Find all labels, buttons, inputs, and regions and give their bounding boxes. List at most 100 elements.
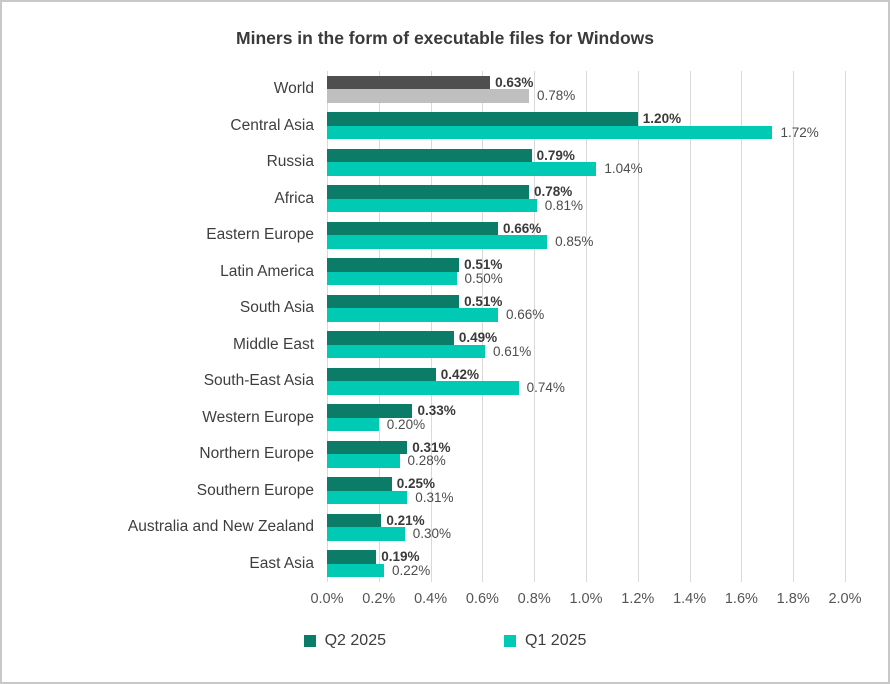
row-bars: 0.78% 0.81% <box>327 181 845 218</box>
value-label-q1-2025: 1.04% <box>604 161 643 176</box>
legend-label-q2: Q2 2025 <box>324 632 386 649</box>
chart-row: South Asia 0.51% 0.66% <box>2 290 888 327</box>
bar-q2-2025 <box>327 367 436 381</box>
chart-row: East Asia 0.19% 0.22% <box>2 546 888 583</box>
chart-row: Russia 0.79% 1.04% <box>2 144 888 181</box>
x-axis-tick-label: 0.0% <box>310 591 344 607</box>
category-label: South-East Asia <box>203 372 314 390</box>
value-label-q2-2025: 0.31% <box>412 439 451 455</box>
x-axis-tick-label: 0.8% <box>517 591 551 607</box>
category-label: Australia and New Zealand <box>127 518 314 536</box>
chart-row: World 0.63% 0.78% <box>2 71 888 108</box>
bar-q2-2025 <box>327 294 460 308</box>
bar-q1-2025 <box>327 344 485 358</box>
bar-chart: World 0.63% 0.78% Central Asia 1.20% 1.72% Rus… <box>2 71 888 582</box>
gridline <box>482 71 484 582</box>
bar-q1-2025 <box>327 235 548 249</box>
category-label: Central Asia <box>230 116 314 134</box>
gridline <box>430 71 432 582</box>
chart-row: Western Europe 0.33% 0.20% <box>2 400 888 437</box>
category-label: Northern Europe <box>199 445 314 463</box>
value-label-q2-2025: 0.78% <box>534 184 573 199</box>
category-label: Africa <box>274 189 314 207</box>
category-label: Eastern Europe <box>206 226 314 244</box>
legend-item-q1-2025: Q1 2025 <box>504 632 586 650</box>
row-bars: 0.33% 0.20% <box>327 400 845 437</box>
bar-q2-2025 <box>327 550 377 564</box>
legend-swatch-q1-icon <box>504 635 516 647</box>
bar-q2-2025 <box>327 185 530 199</box>
x-axis-tick-label: 1.6% <box>724 591 758 607</box>
x-axis-tick-label: 1.0% <box>569 591 603 607</box>
bar-q1-2025 <box>327 381 519 395</box>
row-bars: 0.51% 0.66% <box>327 290 845 327</box>
value-label-q2-2025: 0.66% <box>502 220 542 236</box>
value-label-q2-2025: 0.21% <box>386 512 425 528</box>
gridline <box>378 71 380 582</box>
chart-row: Middle East 0.49% 0.61% <box>2 327 888 364</box>
value-label-q1-2025: 0.61% <box>492 343 532 359</box>
bar-q2-2025 <box>327 440 408 454</box>
category-label: Southern Europe <box>196 481 314 499</box>
gridline <box>586 71 587 582</box>
chart-row: Central Asia 1.20% 1.72% <box>2 108 888 145</box>
row-bars: 0.31% 0.28% <box>327 436 845 473</box>
value-label-q2-2025: 0.51% <box>464 293 503 309</box>
chart-rows: World 0.63% 0.78% Central Asia 1.20% 1.72% Rus… <box>2 71 888 582</box>
value-label-q1-2025: 0.50% <box>464 270 503 286</box>
value-label-q2-2025: 0.25% <box>396 476 436 491</box>
chart-row: Africa 0.78% 0.81% <box>2 181 888 218</box>
bar-q2-2025 <box>327 331 454 345</box>
chart-row: Southern Europe 0.25% 0.31% <box>2 473 888 510</box>
chart-title: Miners in the form of executable files f… <box>236 28 654 48</box>
x-axis-tick-label: 1.8% <box>776 591 810 607</box>
bar-q1-2025 <box>327 490 408 504</box>
value-label-q1-2025: 0.85% <box>555 234 594 249</box>
value-label-q1-2025: 0.22% <box>391 562 431 578</box>
value-label-q1-2025: 0.30% <box>412 526 451 541</box>
value-label-q1-2025: 0.66% <box>505 307 545 322</box>
gridline <box>637 71 639 582</box>
gridline <box>327 71 328 582</box>
bar-q2-2025 <box>327 477 392 491</box>
bar-q1-2025 <box>327 563 384 577</box>
chart-row: Australia and New Zealand 0.21% 0.30% <box>2 509 888 546</box>
category-label: East Asia <box>249 554 314 572</box>
bar-q1-2025 <box>327 527 405 541</box>
bar-q1-2025 <box>327 417 379 431</box>
category-label: South Asia <box>239 299 314 317</box>
value-label-q2-2025: 0.19% <box>381 549 420 564</box>
bar-q2-2025 <box>327 112 638 126</box>
value-label-q2-2025: 0.33% <box>417 403 456 418</box>
gridline <box>741 71 743 582</box>
value-label-q1-2025: 0.31% <box>415 489 454 505</box>
value-label-q2-2025: 0.42% <box>440 366 480 382</box>
value-label-q2-2025: 1.20% <box>642 111 682 126</box>
row-bars: 1.20% 1.72% <box>327 108 845 145</box>
bar-q1-2025 <box>327 271 457 285</box>
row-bars: 0.63% 0.78% <box>327 71 845 108</box>
x-axis-tick-label: 0.4% <box>414 591 448 607</box>
value-label-q2-2025: 0.79% <box>536 147 575 163</box>
bar-q1-2025 <box>327 89 530 103</box>
chart-row: Northern Europe 0.31% 0.28% <box>2 436 888 473</box>
bar-q1-2025 <box>327 162 597 176</box>
gridline <box>534 71 536 582</box>
row-bars: 0.19% 0.22% <box>327 546 845 583</box>
gridline <box>689 71 691 582</box>
x-axis-tick-label: 1.4% <box>673 591 707 607</box>
row-bars: 0.49% 0.61% <box>327 327 845 364</box>
bar-q2-2025 <box>327 75 491 89</box>
chart-row: Latin America 0.51% 0.50% <box>2 254 888 291</box>
bar-q1-2025 <box>327 198 537 212</box>
legend-label-q1: Q1 2025 <box>525 632 587 649</box>
row-bars: 0.66% 0.85% <box>327 217 845 254</box>
row-bars: 0.51% 0.50% <box>327 254 845 291</box>
bar-q1-2025 <box>327 125 773 139</box>
bar-q2-2025 <box>327 258 460 272</box>
gridlines <box>327 71 846 582</box>
x-axis-tick-label: 1.2% <box>621 591 655 607</box>
row-bars: 0.42% 0.74% <box>327 363 845 400</box>
bar-q2-2025 <box>327 148 532 162</box>
